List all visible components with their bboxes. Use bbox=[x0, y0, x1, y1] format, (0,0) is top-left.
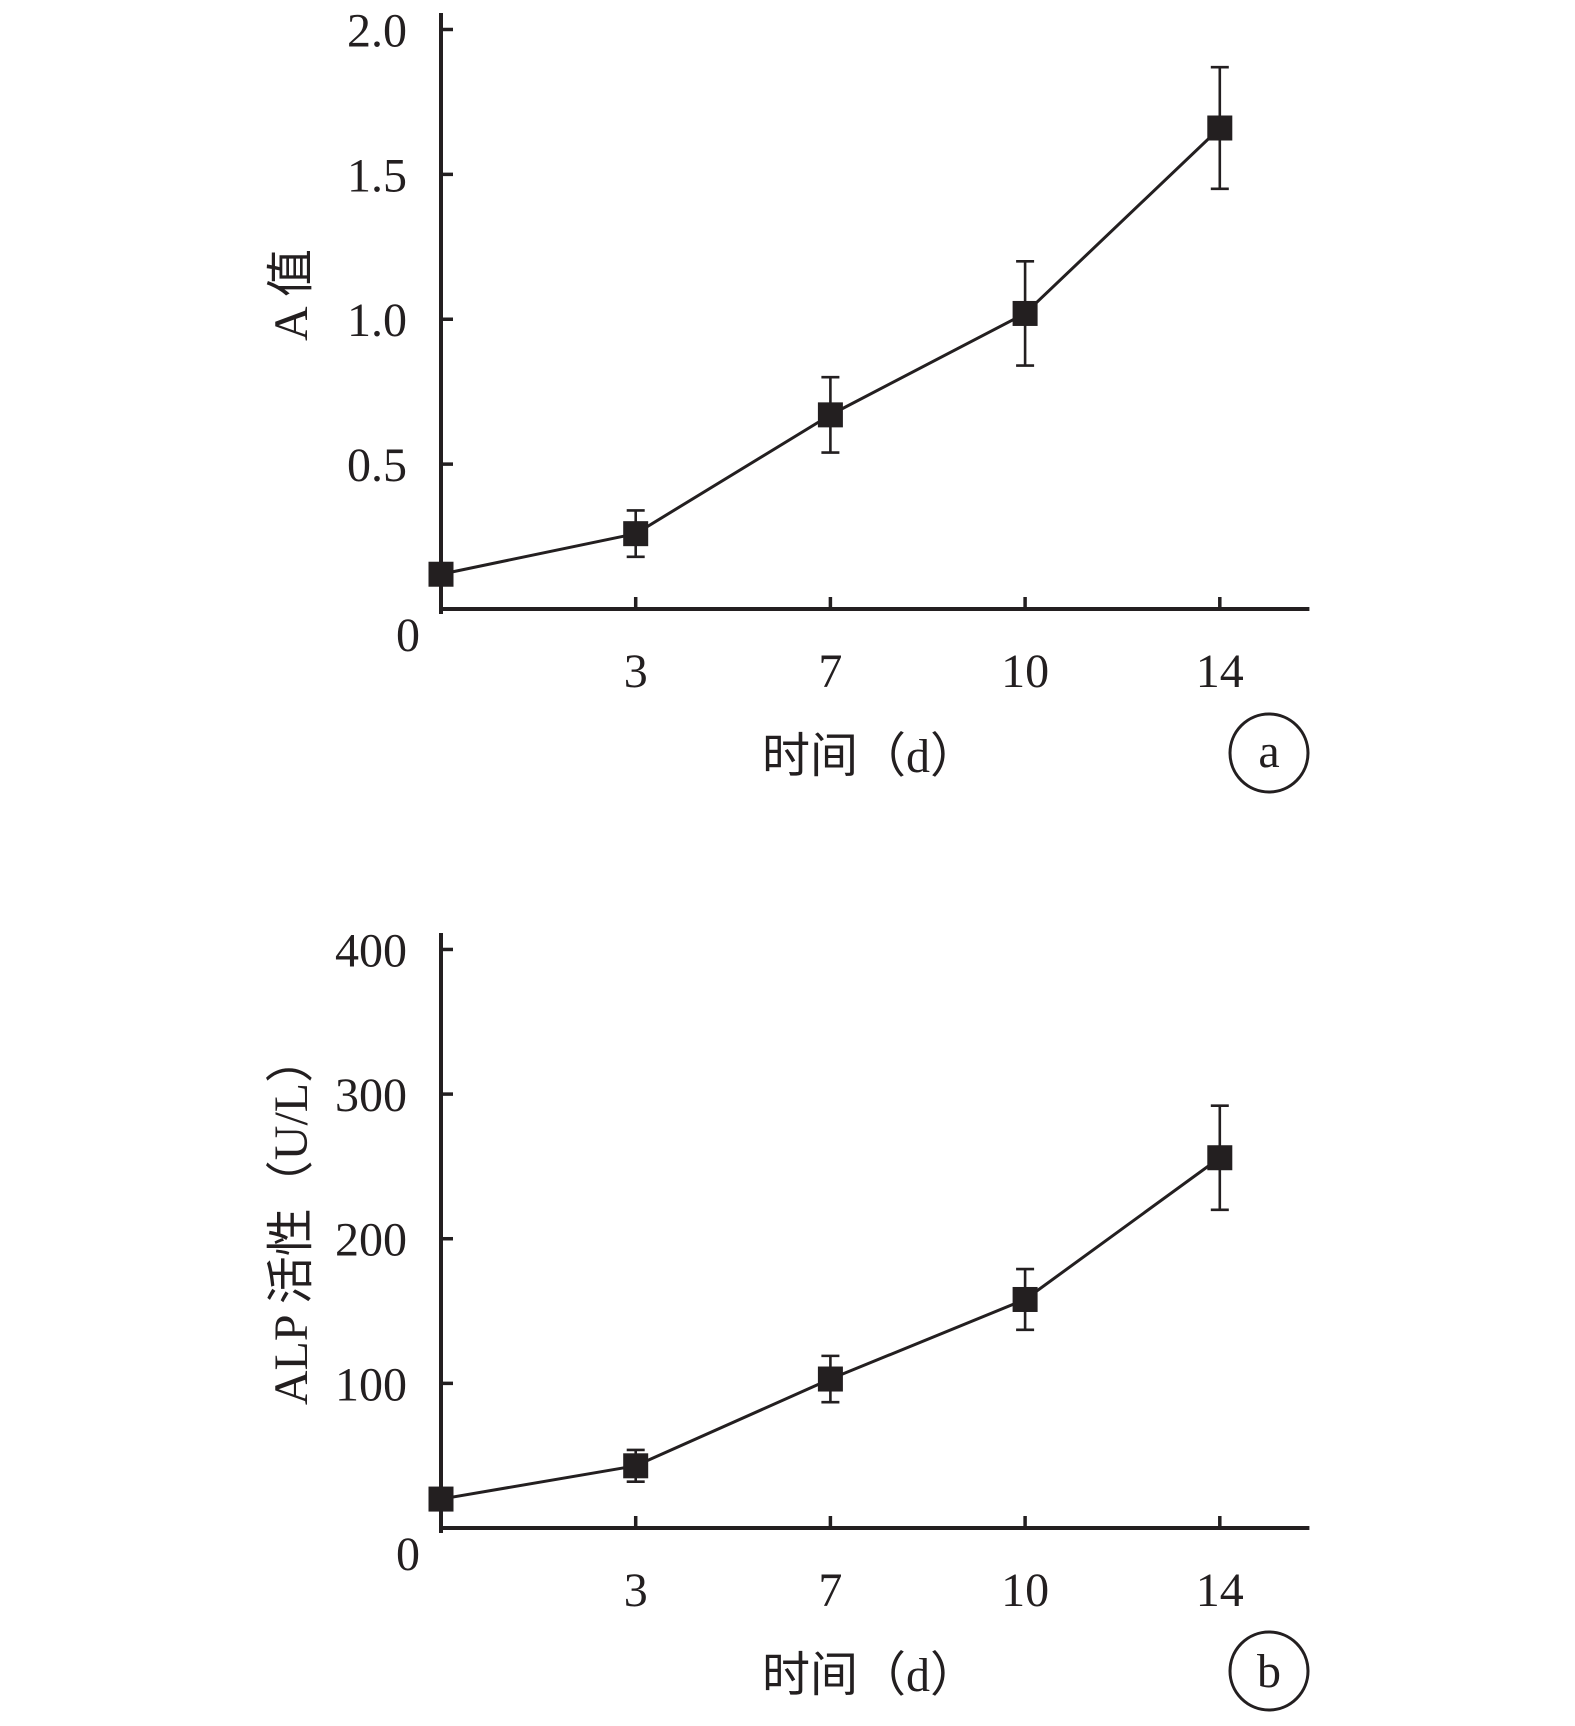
y-tick-label: 1.5 bbox=[347, 149, 407, 202]
chart-b: 100 200 300 400 0 3 7 10 14 时间（d） ALP 活性（U/L） b bbox=[265, 924, 1310, 1712]
data-point bbox=[428, 561, 454, 587]
y-tick-label: 0.5 bbox=[347, 439, 407, 492]
x-tick-label: 7 bbox=[818, 645, 842, 698]
data-point bbox=[817, 402, 843, 428]
series-line bbox=[440, 1156, 1221, 1501]
chart-b-marks: 100 200 300 400 0 3 7 10 14 bbox=[335, 924, 1310, 1617]
data-point bbox=[623, 521, 649, 547]
y-axis-label: A 值 bbox=[265, 249, 318, 341]
x-tick-label: 3 bbox=[624, 1564, 648, 1617]
origin-label: 0 bbox=[396, 1528, 420, 1581]
data-point bbox=[1012, 300, 1038, 326]
x-tick-label: 7 bbox=[818, 1564, 842, 1617]
x-tick-label: 3 bbox=[624, 645, 648, 698]
origin-label: 0 bbox=[396, 609, 420, 662]
x-axis-label: 时间（d） bbox=[762, 730, 978, 783]
data-point bbox=[1012, 1286, 1038, 1312]
y-tick-label: 1.0 bbox=[347, 294, 407, 347]
y-tick-label: 100 bbox=[335, 1358, 407, 1411]
panel-label-circle bbox=[1228, 1630, 1310, 1712]
x-tick-label: 14 bbox=[1196, 1564, 1244, 1617]
chart-a: 0.5 1.0 1.5 2.0 0 3 7 10 14 时间（d） A 值 a bbox=[265, 4, 1310, 794]
data-point bbox=[623, 1453, 649, 1479]
x-tick-label: 10 bbox=[1001, 1564, 1049, 1617]
panel-label-letter: b bbox=[1257, 1645, 1281, 1698]
y-tick-label: 200 bbox=[335, 1214, 407, 1267]
panel-label: a bbox=[1228, 712, 1310, 794]
y-tick-label: 300 bbox=[335, 1069, 407, 1122]
y-tick-label: 400 bbox=[335, 924, 407, 977]
data-point bbox=[428, 1486, 454, 1512]
data-point bbox=[1207, 115, 1233, 141]
data-point bbox=[1207, 1145, 1233, 1171]
series-line bbox=[440, 126, 1221, 576]
y-axis-label: ALP 活性（U/L） bbox=[265, 1035, 318, 1405]
chart-a-marks: 0.5 1.0 1.5 2.0 0 3 7 10 14 bbox=[347, 4, 1310, 698]
x-axis-label: 时间（d） bbox=[762, 1649, 978, 1702]
y-tick-label: 2.0 bbox=[347, 4, 407, 57]
panel-label: b bbox=[1228, 1630, 1310, 1712]
panel-label-circle bbox=[1228, 712, 1310, 794]
x-tick-label: 10 bbox=[1001, 645, 1049, 698]
x-tick-label: 14 bbox=[1196, 645, 1244, 698]
data-point bbox=[817, 1366, 843, 1392]
panel-label-letter: a bbox=[1258, 725, 1279, 778]
